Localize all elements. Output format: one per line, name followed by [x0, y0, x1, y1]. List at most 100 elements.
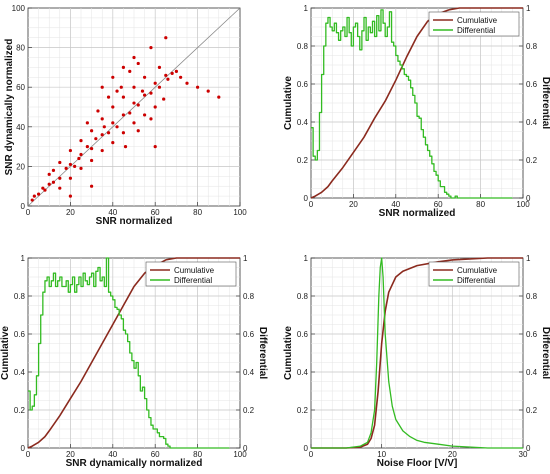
y2-tick-label: 0.4 — [243, 368, 255, 377]
differential-series-line — [28, 257, 230, 449]
legend-box — [428, 261, 520, 287]
scatter-point — [143, 75, 147, 79]
scatter-point — [111, 75, 115, 79]
y2-axis-label: Differential — [257, 327, 268, 379]
y-tick-label: 0.2 — [297, 156, 309, 165]
x-axis-label: Noise Floor [V/V] — [377, 458, 458, 469]
scatter-point — [185, 81, 189, 85]
scatter-point — [115, 125, 119, 129]
scatter-point — [100, 133, 104, 137]
y-tick-label: 20 — [16, 162, 25, 171]
scatter-point — [68, 176, 72, 180]
x-tick-label: 20 — [448, 450, 457, 459]
y2-axis-label: Differential — [540, 77, 550, 129]
y2-tick-label: 0.8 — [243, 292, 255, 301]
scatter-point — [111, 141, 115, 145]
y-tick-label: 0 — [304, 444, 309, 453]
x-tick-label: 0 — [309, 450, 314, 459]
y-tick-label: 0.4 — [297, 118, 309, 127]
y-tick-label: 1 — [21, 254, 26, 263]
y2-tick-label: 0.2 — [526, 406, 538, 415]
legend-label: Cumulative — [174, 266, 215, 275]
y2-tick-label: 0.8 — [526, 292, 538, 301]
scatter-point — [51, 180, 56, 184]
cumulative-series-line — [310, 7, 523, 199]
y2-tick-label: 0.6 — [243, 330, 255, 339]
legend-box — [145, 261, 237, 287]
y-tick-label: 100 — [12, 4, 26, 13]
scatter-point — [121, 131, 125, 135]
scatter-point — [157, 65, 162, 69]
scatter-point — [102, 125, 106, 129]
x-axis-label: SNR dynamically normalized — [66, 458, 203, 469]
x-tick-label: 0 — [309, 200, 314, 209]
x-tick-label: 100 — [233, 450, 247, 459]
x-axis-label: SNR normalized — [379, 208, 456, 219]
scatter-point — [196, 85, 200, 89]
scatter-point — [77, 156, 81, 161]
x-tick-label: 0 — [26, 208, 31, 217]
scatter-point — [140, 89, 145, 93]
scatter-point — [136, 129, 140, 133]
x-tick-label: 60 — [434, 200, 443, 209]
scatter-point — [68, 148, 72, 153]
scatter-point — [143, 113, 147, 117]
x-axis-label: SNR normalized — [96, 216, 173, 227]
scatter-point — [94, 137, 98, 141]
scatter-point — [64, 166, 68, 170]
scatter-point — [121, 65, 125, 69]
differential-series-line — [311, 9, 513, 199]
y-axis-label: Cumulative — [283, 326, 294, 380]
scatter-point — [96, 109, 100, 113]
y2-tick-label: 0.2 — [526, 156, 538, 165]
y-tick-label: 0.8 — [297, 292, 309, 301]
legend-label: Differential — [457, 276, 495, 285]
y-tick-label: 1 — [304, 4, 309, 13]
x-tick-label: 10 — [377, 450, 386, 459]
y-tick-label: 40 — [16, 123, 25, 132]
y2-tick-label: 1 — [243, 254, 248, 263]
x-tick-label: 60 — [151, 450, 160, 459]
y2-tick-label: 0.4 — [526, 368, 538, 377]
scatter-point — [90, 146, 94, 151]
scatter-point — [41, 186, 45, 190]
scatter-point — [206, 89, 210, 93]
x-tick-label: 40 — [391, 200, 400, 209]
scatter-point — [73, 164, 77, 168]
y-tick-label: 0.4 — [14, 368, 26, 377]
x-tick-label: 20 — [66, 450, 75, 459]
scatter-point — [164, 36, 168, 40]
scatter-point — [132, 85, 136, 89]
y-tick-label: 0.6 — [14, 330, 26, 339]
y-tick-label: 0.2 — [14, 406, 26, 415]
scatter-point — [115, 89, 119, 93]
y2-tick-label: 1 — [526, 254, 531, 263]
y-tick-label: 60 — [16, 83, 25, 92]
scatter-point — [132, 55, 136, 60]
y2-tick-label: 0 — [526, 444, 531, 453]
scatter-point — [143, 93, 147, 97]
scatter-point — [179, 75, 183, 79]
y-tick-label: 80 — [16, 44, 25, 53]
scatter-point — [128, 69, 132, 73]
scatter-point — [79, 139, 83, 143]
scatter-point — [164, 73, 168, 77]
scatter-point — [121, 95, 125, 99]
scatter-point — [157, 85, 162, 89]
scatter-point — [111, 121, 115, 125]
x-tick-label: 100 — [516, 200, 530, 209]
scatter-point — [51, 168, 56, 172]
y2-tick-label: 0.2 — [243, 406, 255, 415]
x-tick-label: 40 — [108, 450, 117, 459]
scatter-point — [58, 186, 62, 190]
scatter-point — [136, 103, 140, 107]
legend-box — [428, 11, 520, 37]
y2-axis-label: Differential — [540, 327, 550, 379]
scatter-point — [123, 145, 128, 149]
y-tick-label: 0.8 — [297, 42, 309, 51]
y-tick-label: 0.4 — [297, 368, 309, 377]
